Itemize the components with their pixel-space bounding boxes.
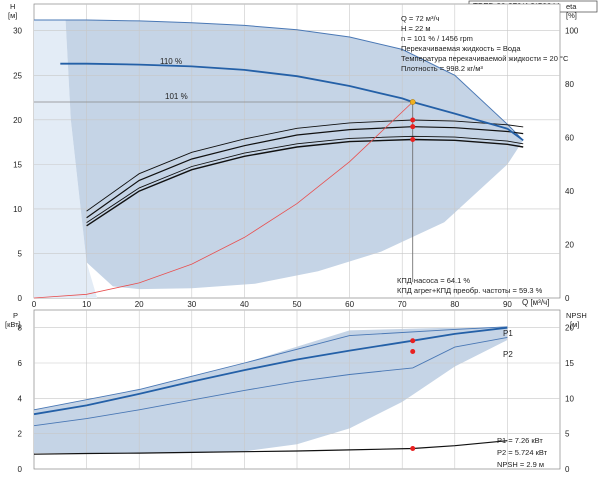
top-chart: 0 10 20 30 40 50 60 70 80 90 0 5 10 15 20 25 30 0 20 40 60 80… (13, 3, 579, 309)
info-h: H = 22 м (401, 24, 431, 33)
top-y-left-tick-20: 20 (13, 116, 22, 125)
info-q: Q = 72 м³/ч (401, 14, 440, 23)
bottom-operating-area (34, 326, 508, 454)
top-x-tick-80: 80 (450, 300, 459, 309)
bottom-y-left-tick-8: 8 (18, 324, 23, 333)
bottom-y-right-tick-20: 20 (565, 324, 574, 333)
curve-eff-upper (86, 119, 524, 212)
eff-total: КПД агрег+КПД преобр. частоты = 59.3 % (397, 286, 543, 295)
marker-eff-total (410, 137, 416, 143)
label-p2: P2 (503, 350, 513, 359)
top-x-tick-20: 20 (135, 300, 144, 309)
top-x-tick-40: 40 (240, 300, 249, 309)
curve-p-upper (33, 326, 508, 411)
info-p1: P1 = 7.26 кВт (497, 436, 543, 445)
bottom-y-right-unit: [м] (570, 320, 579, 329)
top-y-right-tick-80: 80 (565, 80, 574, 89)
top-x-tick-30: 30 (187, 300, 196, 309)
curve-system (33, 101, 413, 299)
top-x-tick-90: 90 (503, 300, 512, 309)
top-x-tick-60: 60 (345, 300, 354, 309)
marker-operating-point (409, 99, 416, 105)
top-y-left-unit: [м] (8, 11, 17, 20)
bottom-y-left-tick-6: 6 (18, 359, 23, 368)
curve-npsh (33, 440, 508, 455)
top-y-right-unit: [%] (566, 11, 577, 20)
top-y-right-tick-0: 0 (565, 294, 570, 303)
top-y-left-tick-30: 30 (13, 27, 22, 36)
bottom-y-right-tick-5: 5 (565, 430, 570, 439)
bottom-y-right-tick-0: 0 (565, 465, 570, 474)
curve-h101 (60, 62, 524, 142)
top-y-right-tick-100: 100 (565, 27, 579, 36)
marker-eff-upper (410, 117, 416, 123)
top-x-tick-50: 50 (293, 300, 302, 309)
top-x-label: Q [м³/ч] (522, 298, 549, 307)
info-n: n = 101 % / 1456 rpm (401, 34, 473, 43)
info-liquid: Перекачиваемая жидкость = Вода (401, 44, 521, 53)
top-y-left-tick-5: 5 (18, 249, 23, 258)
curve-h110 (34, 19, 524, 141)
label-p1: P1 (503, 329, 513, 338)
bottom-y-right-tick-15: 15 (565, 359, 574, 368)
top-x-tick-70: 70 (398, 300, 407, 309)
info-npsh: NPSH = 2.9 м (497, 460, 544, 469)
top-x-tick-10: 10 (82, 300, 91, 309)
top-y-right-label: eta (566, 2, 577, 11)
top-y-left-tick-10: 10 (13, 205, 22, 214)
top-y-right-tick-40: 40 (565, 187, 574, 196)
label-101: 101 % (165, 92, 188, 101)
info-p2: P2 = 5.724 кВт (497, 448, 548, 457)
curve-p2 (33, 336, 508, 427)
eff-pump: КПД насоса = 64.1 % (397, 276, 470, 285)
bottom-y-left-tick-2: 2 (18, 430, 23, 439)
top-y-left-tick-15: 15 (13, 160, 22, 169)
top-y-right-tick-60: 60 (565, 134, 574, 143)
bottom-chart: 0 2 4 6 8 0 5 10 15 20 (18, 309, 574, 474)
top-operating-area (34, 20, 524, 290)
curve-eff-total (86, 138, 524, 227)
top-y-left-tick-0: 0 (18, 294, 23, 303)
top-y-right-tick-20: 20 (565, 241, 574, 250)
curve-eff-pump (86, 126, 524, 219)
bottom-y-left-unit: [кВт] (5, 320, 21, 329)
top-y-left-tick-25: 25 (13, 71, 22, 80)
info-density: Плотность = 998.2 кг/м³ (401, 64, 483, 73)
bottom-y-left-label: P (13, 311, 18, 320)
bottom-y-right-label: NPSH (566, 311, 587, 320)
bottom-y-left-tick-4: 4 (18, 394, 23, 403)
bottom-y-left-tick-0: 0 (18, 465, 23, 474)
curve-eff-mid (86, 135, 524, 223)
marker-eff-pump (410, 124, 416, 130)
marker-p2 (410, 349, 416, 355)
bottom-y-right-tick-10: 10 (565, 394, 574, 403)
label-110: 110 % (160, 57, 182, 66)
marker-p1 (410, 338, 416, 344)
info-temp: Температура перекачиваемой жидкости = 20… (401, 54, 569, 63)
top-x-tick-0: 0 (32, 300, 37, 309)
marker-npsh (410, 446, 416, 452)
curve-p1 (33, 326, 508, 416)
top-y-left-label: H (10, 2, 15, 11)
top-light-area (34, 20, 98, 298)
